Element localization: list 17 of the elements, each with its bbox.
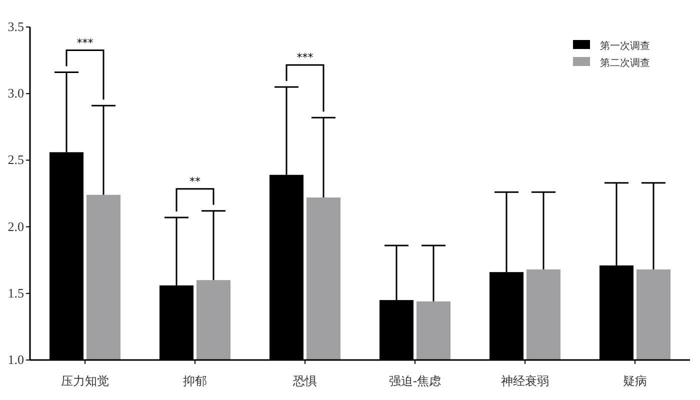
x-tick-label: 神经衰弱 <box>501 374 549 388</box>
x-tick-label: 疑病 <box>623 374 647 388</box>
y-tick-label: 2.0 <box>8 218 24 234</box>
x-tick-label: 强迫-焦虑 <box>388 374 442 388</box>
x-tick-label: 抑郁 <box>183 374 207 388</box>
y-tick-label: 1.0 <box>8 352 24 367</box>
y-tick-label: 1.5 <box>8 285 24 300</box>
legend-label: 第一次调查 <box>600 40 650 52</box>
legend-label: 第二次调查 <box>600 57 650 69</box>
annotation: *** <box>76 36 94 50</box>
annotation: ** <box>190 174 201 188</box>
x-tick-label: 压力知觉 <box>61 374 109 388</box>
annotation: *** <box>296 50 314 64</box>
y-tick-label: 3.0 <box>8 86 24 101</box>
y-tick-label: 2.5 <box>8 152 24 168</box>
x-tick-label: 恐惧 <box>292 374 317 388</box>
y-tick-label: 3.5 <box>8 19 24 34</box>
